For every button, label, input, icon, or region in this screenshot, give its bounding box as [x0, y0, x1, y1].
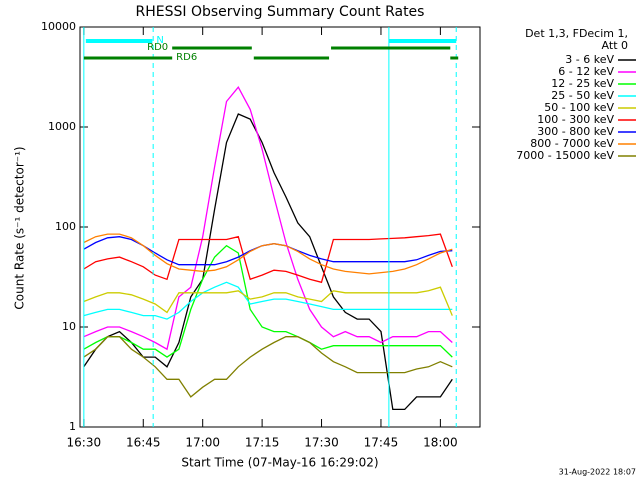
- series-line: [83, 286, 453, 316]
- y-tick-label: 1000: [48, 120, 76, 133]
- flag-label: RD0: [147, 42, 168, 53]
- legend-label: 12 - 25 keV: [551, 77, 614, 90]
- x-axis-label: Start Time (07-May-16 16:29:02): [181, 456, 378, 470]
- x-tick-label: 16:45: [126, 436, 161, 450]
- y-tick-label: 10000: [41, 20, 76, 33]
- series-line: [83, 236, 453, 266]
- plot-area: [83, 27, 459, 427]
- legend-label: 300 - 800 keV: [537, 125, 614, 138]
- series-line: [83, 244, 453, 358]
- series-line: [83, 233, 453, 275]
- series-line: [83, 113, 453, 411]
- y-tick-label: 10: [62, 320, 76, 333]
- x-tick-label: 17:00: [185, 436, 220, 450]
- series-line: [83, 281, 453, 320]
- y-axis-label: Count Rate (s⁻¹ detector⁻¹): [13, 146, 27, 309]
- legend-label: 800 - 7000 keV: [530, 137, 614, 150]
- legend-label: 3 - 6 keV: [565, 53, 614, 66]
- x-tick-label: 17:15: [245, 436, 280, 450]
- legend-label: 100 - 300 keV: [537, 113, 614, 126]
- chart-title: RHESSI Observing Summary Count Rates: [136, 4, 425, 20]
- legend-label: 50 - 100 keV: [544, 101, 614, 114]
- plot-frame: [79, 26, 481, 428]
- x-tick-label: 17:45: [364, 436, 399, 450]
- y-tick-label: 1: [69, 420, 76, 433]
- y-tick-label: 100: [55, 220, 76, 233]
- timestamp: 31-Aug-2022 18:07: [559, 468, 636, 477]
- legend-label: 6 - 12 keV: [558, 65, 614, 78]
- x-tick-label: 16:30: [67, 436, 102, 450]
- series-line: [83, 86, 453, 351]
- x-tick-label: 17:30: [304, 436, 339, 450]
- legend-title: Att 0: [602, 39, 628, 52]
- flag-label: N: [156, 35, 163, 46]
- flag-label: RD6: [176, 52, 197, 63]
- series-line: [83, 233, 453, 284]
- x-tick-label: 18:00: [423, 436, 458, 450]
- series-line: [83, 336, 453, 398]
- legend-title: Det 1,3, FDecim 1,: [525, 27, 628, 40]
- legend-label: 25 - 50 keV: [551, 89, 614, 102]
- legend-label: 7000 - 15000 keV: [516, 149, 614, 162]
